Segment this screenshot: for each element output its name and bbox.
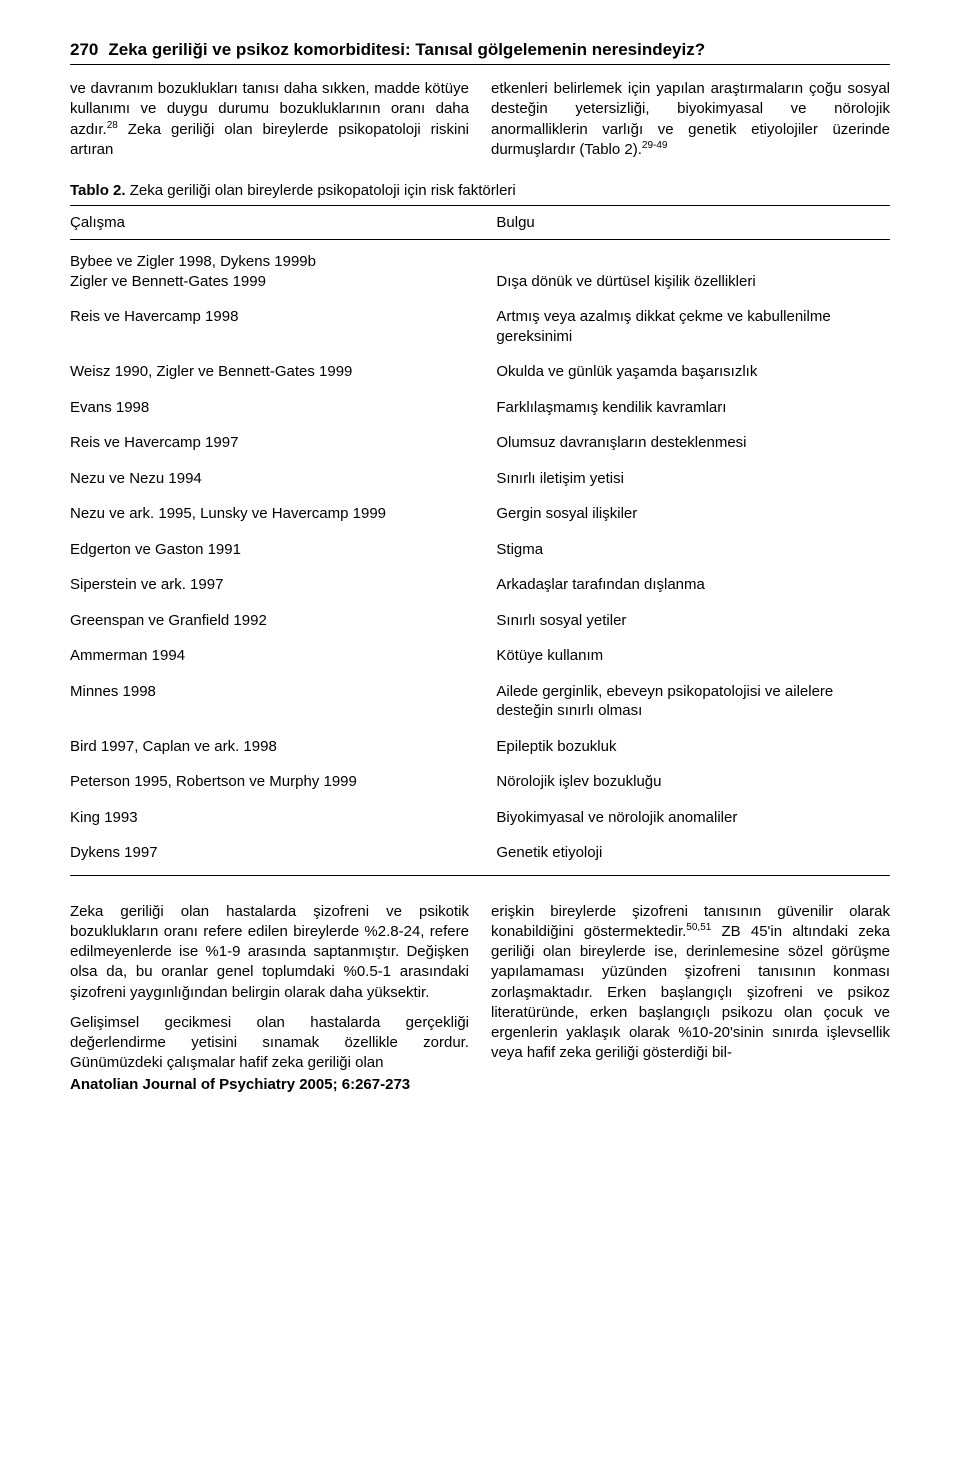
table-cell-study: Ammerman 1994 bbox=[70, 646, 496, 666]
running-header: 270 Zeka geriliği ve psikoz komorbidites… bbox=[70, 40, 890, 60]
table-row: King 1993Biyokimyasal ve nörolojik anoma… bbox=[70, 800, 890, 836]
citation-28: 28 bbox=[107, 120, 118, 131]
table-row: Ammerman 1994Kötüye kullanım bbox=[70, 638, 890, 674]
table-cell-finding: Stigma bbox=[496, 540, 890, 560]
spacer bbox=[70, 880, 890, 902]
table-cell-study: Reis ve Havercamp 1997 bbox=[70, 433, 496, 453]
table-cell-finding: Genetik etiyoloji bbox=[496, 843, 890, 863]
bottom-left-column: Zeka geriliği olan hastalarda şizofreni … bbox=[70, 902, 469, 1074]
bottom-right-column: erişkin bireylerde şizofreni tanısının g… bbox=[491, 902, 890, 1074]
table-cell-finding: Kötüye kullanım bbox=[496, 646, 890, 666]
table-cell-finding: Sınırlı iletişim yetisi bbox=[496, 469, 890, 489]
journal-footer: Anatolian Journal of Psychiatry 2005; 6:… bbox=[70, 1076, 890, 1093]
table-cell-study: Minnes 1998 bbox=[70, 682, 496, 702]
table-cell-study: Bird 1997, Caplan ve ark. 1998 bbox=[70, 737, 496, 757]
table-cell-finding: Sınırlı sosyal yetiler bbox=[496, 611, 890, 631]
table-cell-study: Nezu ve ark. 1995, Lunsky ve Havercamp 1… bbox=[70, 504, 496, 524]
table-row: Weisz 1990, Zigler ve Bennett-Gates 1999… bbox=[70, 354, 890, 390]
table-cell-study: Siperstein ve ark. 1997 bbox=[70, 575, 496, 595]
table-cell-study: Weisz 1990, Zigler ve Bennett-Gates 1999 bbox=[70, 362, 496, 382]
table-cell-study: Dykens 1997 bbox=[70, 843, 496, 863]
header-rule bbox=[70, 64, 890, 65]
table-row: Greenspan ve Granfield 1992Sınırlı sosya… bbox=[70, 603, 890, 639]
table2-caption-text: Zeka geriliği olan bireylerde psikopatol… bbox=[130, 182, 516, 199]
table-cell-finding: Biyokimyasal ve nörolojik anomaliler bbox=[496, 808, 890, 828]
table-cell-study: Nezu ve Nezu 1994 bbox=[70, 469, 496, 489]
table-cell-finding: Gergin sosyal ilişkiler bbox=[496, 504, 890, 524]
table-cell-finding: Artmış veya azalmış dikkat çekme ve kabu… bbox=[496, 307, 890, 346]
table2-rule-bottom bbox=[70, 875, 890, 876]
table2-rule-mid bbox=[70, 239, 890, 240]
top-right-column: etkenleri belirlemek için yapılan araştı… bbox=[491, 79, 890, 160]
table-row: Dykens 1997Genetik etiyoloji bbox=[70, 835, 890, 871]
table-row: Edgerton ve Gaston 1991Stigma bbox=[70, 532, 890, 568]
table2-body: Bybee ve Zigler 1998, Dykens 1999b Zigle… bbox=[70, 244, 890, 871]
top-left-column: ve davranım bozuklukları tanısı daha sık… bbox=[70, 79, 469, 160]
page-number: 270 bbox=[70, 40, 98, 60]
bottom-two-column: Zeka geriliği olan hastalarda şizofreni … bbox=[70, 902, 890, 1074]
bottom-left-p2: Gelişimsel gecikmesi olan hastalarda ger… bbox=[70, 1013, 469, 1074]
table-cell-study: Evans 1998 bbox=[70, 398, 496, 418]
table-cell-finding: Ailede gerginlik, ebeveyn psikopatolojis… bbox=[496, 682, 890, 721]
citation-50-51: 50,51 bbox=[686, 922, 711, 933]
top-two-column: ve davranım bozuklukları tanısı daha sık… bbox=[70, 79, 890, 160]
table-row: Minnes 1998Ailede gerginlik, ebeveyn psi… bbox=[70, 674, 890, 729]
page-container: 270 Zeka geriliği ve psikoz komorbidites… bbox=[0, 0, 960, 1123]
table2-rule-top bbox=[70, 205, 890, 206]
table-cell-study: Peterson 1995, Robertson ve Murphy 1999 bbox=[70, 772, 496, 792]
table-row: Nezu ve ark. 1995, Lunsky ve Havercamp 1… bbox=[70, 496, 890, 532]
table-row: Nezu ve Nezu 1994Sınırlı iletişim yetisi bbox=[70, 461, 890, 497]
table-row: Evans 1998Farklılaşmamış kendilik kavram… bbox=[70, 390, 890, 426]
table-cell-finding: Dışa dönük ve dürtüsel kişilik özellikle… bbox=[496, 272, 890, 292]
table2-col1-header: Çalışma bbox=[70, 214, 496, 231]
table-cell-finding: Nörolojik işlev bozukluğu bbox=[496, 772, 890, 792]
table-cell-study: Bybee ve Zigler 1998, Dykens 1999b Zigle… bbox=[70, 252, 496, 291]
table2-col2-header: Bulgu bbox=[496, 214, 890, 231]
citation-29-49: 29-49 bbox=[642, 140, 668, 151]
table-cell-finding: Arkadaşlar tarafından dışlanma bbox=[496, 575, 890, 595]
bottom-right-text: erişkin bireylerde şizofreni tanısının g… bbox=[491, 903, 890, 1062]
table2-header-row: Çalışma Bulgu bbox=[70, 210, 890, 235]
table-cell-study: King 1993 bbox=[70, 808, 496, 828]
table-cell-study: Reis ve Havercamp 1998 bbox=[70, 307, 496, 327]
table2-label: Tablo 2. bbox=[70, 182, 126, 199]
top-right-text: etkenleri belirlemek için yapılan araştı… bbox=[491, 80, 890, 158]
table-cell-finding: Farklılaşmamış kendilik kavramları bbox=[496, 398, 890, 418]
table-cell-study: Edgerton ve Gaston 1991 bbox=[70, 540, 496, 560]
table-row: Siperstein ve ark. 1997Arkadaşlar tarafı… bbox=[70, 567, 890, 603]
table-cell-finding: Olumsuz davranışların desteklenmesi bbox=[496, 433, 890, 453]
bottom-left-p1: Zeka geriliği olan hastalarda şizofreni … bbox=[70, 902, 469, 1003]
running-title: Zeka geriliği ve psikoz komorbiditesi: T… bbox=[108, 40, 705, 60]
table-row: Peterson 1995, Robertson ve Murphy 1999N… bbox=[70, 764, 890, 800]
table-cell-finding: Epileptik bozukluk bbox=[496, 737, 890, 757]
table-cell-study: Greenspan ve Granfield 1992 bbox=[70, 611, 496, 631]
table-row: Reis ve Havercamp 1998Artmış veya azalmı… bbox=[70, 299, 890, 354]
table-cell-finding: Okulda ve günlük yaşamda başarısızlık bbox=[496, 362, 890, 382]
table2-caption: Tablo 2. Zeka geriliği olan bireylerde p… bbox=[70, 182, 890, 199]
table-row: Bird 1997, Caplan ve ark. 1998Epileptik … bbox=[70, 729, 890, 765]
table-row: Bybee ve Zigler 1998, Dykens 1999b Zigle… bbox=[70, 244, 890, 299]
table-row: Reis ve Havercamp 1997Olumsuz davranışla… bbox=[70, 425, 890, 461]
top-left-text: ve davranım bozuklukları tanısı daha sık… bbox=[70, 80, 469, 158]
